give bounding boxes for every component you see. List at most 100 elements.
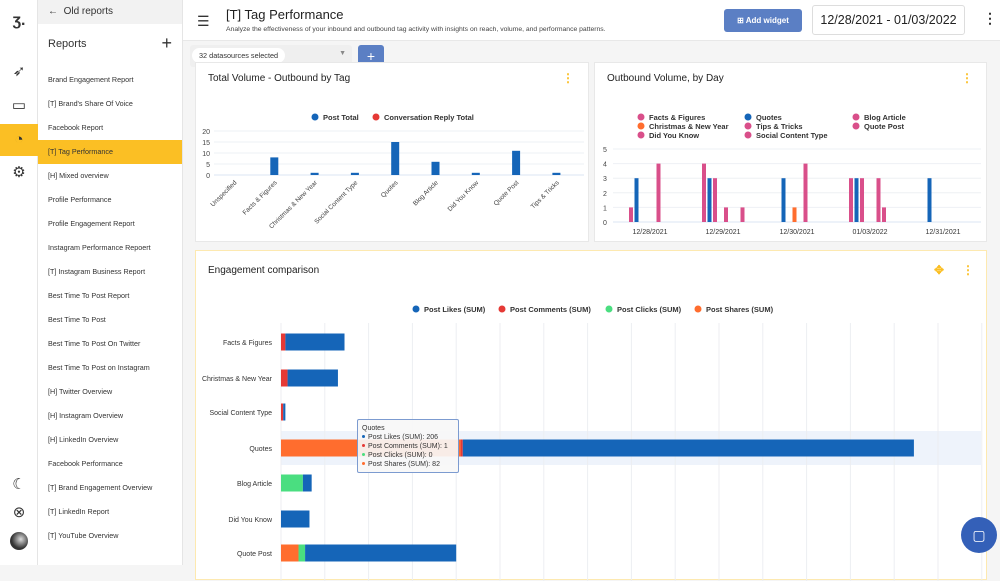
sidebar-item[interactable]: Profile Engagement Report — [48, 219, 135, 228]
y-tick-label: Quote Post — [237, 551, 272, 558]
y-tick-label: 10 — [202, 151, 210, 158]
bar-segment — [287, 369, 338, 387]
sidebar-item[interactable]: [H] Mixed overview — [48, 171, 109, 180]
add-datasource-button[interactable]: + — [358, 45, 384, 67]
legend-marker — [637, 122, 645, 130]
legend-label: Post Likes (SUM) — [424, 305, 486, 314]
legend-label: Social Content Type — [756, 131, 828, 140]
bar — [724, 207, 728, 222]
y-tick-label: 5 — [603, 147, 607, 154]
sidebar-item[interactable]: [T] Brand Engagement Overview — [48, 483, 153, 492]
sidebar-item[interactable]: [T] Brand's Share Of Voice — [48, 99, 133, 108]
x-tick-label: 12/28/2021 — [632, 229, 667, 236]
icon-rail: ʒ. ➶ ▭ ◔ ⚙ ☾ ⊗ — [0, 0, 38, 565]
move-icon[interactable]: ✥ — [934, 263, 945, 277]
sidebar-item[interactable]: Instagram Performance Repoert — [48, 243, 151, 252]
y-tick-label: Blog Article — [237, 481, 272, 488]
bar — [803, 163, 808, 222]
sidebar-item[interactable]: [H] LinkedIn Overview — [48, 435, 119, 444]
sidebar-item[interactable]: [H] Twitter Overview — [48, 387, 113, 396]
widget-menu-icon[interactable]: ⋮ — [962, 263, 974, 277]
y-tick-label: 20 — [202, 129, 210, 136]
bar — [876, 178, 881, 222]
legend-label: Conversation Reply Total — [384, 113, 474, 122]
arrow-left-icon: ← — [48, 6, 58, 17]
tooltip-row-text: Post Likes (SUM): 206 — [368, 434, 439, 441]
sidebar-item[interactable]: [T] Instagram Business Report — [48, 267, 146, 276]
bar — [882, 207, 886, 222]
sidebar-item[interactable]: [T] Tag Performance — [38, 140, 182, 164]
chat-icon: ▢ — [972, 527, 986, 543]
add-report-button[interactable]: + — [161, 33, 172, 53]
bar-segment — [305, 544, 457, 562]
widget-title: Outbound Volume, by Day — [607, 73, 724, 84]
x-tick-label: 12/30/2021 — [779, 229, 814, 236]
tooltip-row-text: Post Clicks (SUM): 0 — [368, 452, 433, 459]
bar-segment — [298, 544, 306, 562]
bar — [927, 178, 932, 222]
sidebar-item[interactable]: Profile Performance — [48, 195, 112, 204]
sidebar-item[interactable]: Facebook Report — [48, 123, 104, 132]
bar-segment — [283, 403, 286, 421]
dark-mode-icon[interactable]: ☾ — [12, 476, 26, 493]
widget-menu-icon[interactable]: ⋮ — [961, 71, 973, 85]
inbox-icon[interactable]: ▭ — [11, 97, 27, 114]
bar — [634, 178, 639, 222]
sidebar-item[interactable]: [T] LinkedIn Report — [48, 507, 110, 516]
legend-marker — [744, 113, 752, 121]
reports-heading: Reports — [48, 38, 87, 50]
bar — [629, 207, 633, 222]
send-icon[interactable]: ➶ — [12, 63, 26, 80]
bar-segment — [281, 403, 284, 421]
sidebar-item[interactable]: Best Time To Post On Twitter — [48, 339, 141, 348]
tooltip-title: Quotes — [362, 425, 385, 432]
legend-label: Did You Know — [649, 131, 699, 140]
menu-icon[interactable]: ☰ — [197, 13, 210, 29]
legend-marker — [311, 113, 319, 121]
help-icon[interactable]: ⊗ — [12, 504, 26, 521]
x-tick-label: Quote Post — [493, 179, 521, 207]
tooltip-row-text: Post Comments (SUM): 1 — [368, 443, 448, 450]
bar — [860, 178, 864, 222]
logo-icon[interactable]: ʒ. — [12, 12, 26, 29]
tooltip-row: Post Comments (SUM): 1 — [362, 442, 454, 451]
date-range-picker[interactable]: 12/28/2021 - 01/03/2022 — [812, 5, 965, 35]
sidebar-item[interactable]: Best Time To Post Report — [48, 291, 130, 300]
more-options-icon[interactable]: ⋮ — [983, 10, 997, 26]
legend-label: Post Clicks (SUM) — [617, 305, 682, 314]
legend-label: Quotes — [756, 113, 782, 122]
legend-marker — [852, 122, 860, 130]
bar — [270, 157, 279, 175]
sidebar-item[interactable]: Best Time To Post — [48, 315, 106, 324]
datasource-select[interactable]: 32 datasources selected ▼ — [190, 45, 352, 67]
chat-button[interactable]: ▢ — [961, 517, 997, 553]
x-tick-label: 01/03/2022 — [852, 229, 887, 236]
legend-marker — [372, 113, 380, 121]
y-tick-label: Christmas & New Year — [202, 376, 273, 383]
y-tick-label: Facts & Figures — [223, 340, 273, 347]
sidebar-item[interactable]: Best Time To Post on Instagram — [48, 363, 150, 372]
legend-label: Blog Article — [864, 113, 906, 122]
legend-label: Post Total — [323, 113, 359, 122]
add-widget-button[interactable]: ⊞ Add widget — [724, 9, 802, 32]
bar — [431, 161, 440, 175]
reports-icon[interactable]: ◔ — [0, 124, 38, 156]
bar — [849, 178, 853, 222]
widget-menu-icon[interactable]: ⋮ — [562, 71, 574, 85]
bar — [391, 142, 400, 175]
sidebar-item[interactable]: [H] Instagram Overview — [48, 411, 124, 420]
sidebar-item[interactable]: Facebook Performance — [48, 459, 123, 468]
bar — [740, 207, 745, 222]
old-reports-link[interactable]: ← Old reports — [38, 0, 182, 24]
bar-segment — [281, 474, 303, 492]
page-header: ☰ [T] Tag Performance Analyze the effect… — [183, 0, 1000, 41]
sidebar-item[interactable]: Brand Engagement Report — [48, 75, 134, 84]
avatar[interactable] — [0, 532, 38, 554]
sidebar-item[interactable]: [T] YouTube Overview — [48, 531, 119, 540]
legend-label: Facts & Figures — [649, 113, 705, 122]
bar — [707, 178, 712, 222]
legend-marker — [637, 113, 645, 121]
y-tick-label: Quotes — [249, 446, 272, 453]
x-tick-label: Did You Know — [447, 179, 481, 213]
settings-icon[interactable]: ⚙ — [12, 164, 26, 181]
